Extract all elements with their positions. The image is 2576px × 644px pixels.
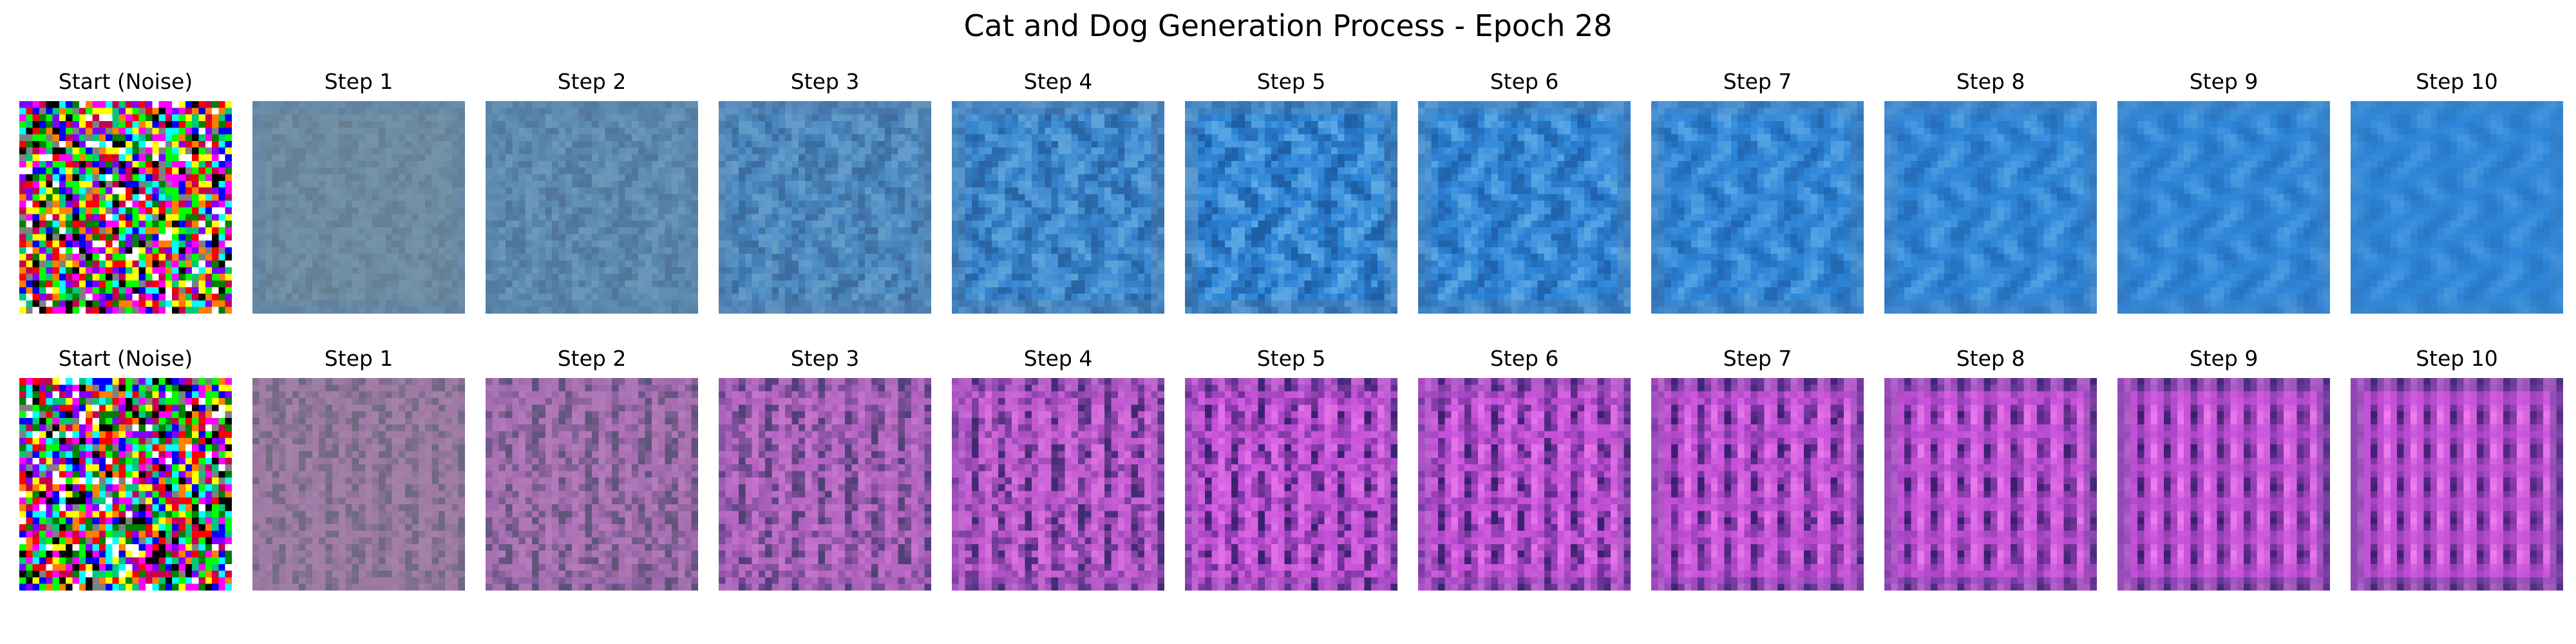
cat-row-step-image-0 xyxy=(19,101,232,314)
dog-row-panel-title-9: Step 9 xyxy=(2189,346,2259,371)
cat-row-step-image-8 xyxy=(1884,101,2097,314)
dog-row-step-image-8 xyxy=(1884,378,2097,591)
cat-row-panel-title-9: Step 9 xyxy=(2189,69,2259,94)
figure-title: Cat and Dog Generation Process - Epoch 2… xyxy=(963,8,1613,43)
cat-row-panel-title-4: Step 4 xyxy=(1023,69,1093,94)
dog-row-step-image-4 xyxy=(952,378,1164,591)
dog-row-step-image-7 xyxy=(1651,378,1864,591)
dog-row-step-image-0 xyxy=(19,378,232,591)
cat-row-step-image-1 xyxy=(252,101,465,314)
cat-row-panel-title-2: Step 2 xyxy=(557,69,627,94)
dog-row-step-image-10 xyxy=(2351,378,2563,591)
cat-row-step-image-9 xyxy=(2117,101,2330,314)
dog-row-panel-title-5: Step 5 xyxy=(1256,346,1326,371)
cat-row-step-image-5 xyxy=(1185,101,1397,314)
cat-row-panel-title-7: Step 7 xyxy=(1723,69,1792,94)
dog-row-step-image-1 xyxy=(252,378,465,591)
cat-row-step-image-3 xyxy=(719,101,931,314)
cat-row-step-image-6 xyxy=(1418,101,1631,314)
cat-row-panel-title-5: Step 5 xyxy=(1256,69,1326,94)
dog-row-panel-title-7: Step 7 xyxy=(1723,346,1792,371)
dog-row-panel-title-6: Step 6 xyxy=(1490,346,1559,371)
dog-row-step-image-2 xyxy=(486,378,698,591)
dog-row-step-image-6 xyxy=(1418,378,1631,591)
dog-row-panel-title-10: Step 10 xyxy=(2416,346,2498,371)
cat-row-panel-title-3: Step 3 xyxy=(790,69,860,94)
cat-row-step-image-4 xyxy=(952,101,1164,314)
dog-row-panel-title-2: Step 2 xyxy=(557,346,627,371)
cat-row-step-image-7 xyxy=(1651,101,1864,314)
cat-row-step-image-2 xyxy=(486,101,698,314)
cat-row-panel-title-10: Step 10 xyxy=(2416,69,2498,94)
dog-row-panel-title-0: Start (Noise) xyxy=(58,346,193,371)
dog-row-panel-title-4: Step 4 xyxy=(1023,346,1093,371)
dog-row-step-image-9 xyxy=(2117,378,2330,591)
dog-row-panel-title-8: Step 8 xyxy=(1956,346,2025,371)
cat-row-panel-title-6: Step 6 xyxy=(1490,69,1559,94)
cat-row-step-image-10 xyxy=(2351,101,2563,314)
dog-row-panel-title-1: Step 1 xyxy=(324,346,393,371)
cat-row-panel-title-8: Step 8 xyxy=(1956,69,2025,94)
dog-row-panel-title-3: Step 3 xyxy=(790,346,860,371)
cat-row-panel-title-1: Step 1 xyxy=(324,69,393,94)
cat-row-panel-title-0: Start (Noise) xyxy=(58,69,193,94)
dog-row-step-image-3 xyxy=(719,378,931,591)
dog-row-step-image-5 xyxy=(1185,378,1397,591)
